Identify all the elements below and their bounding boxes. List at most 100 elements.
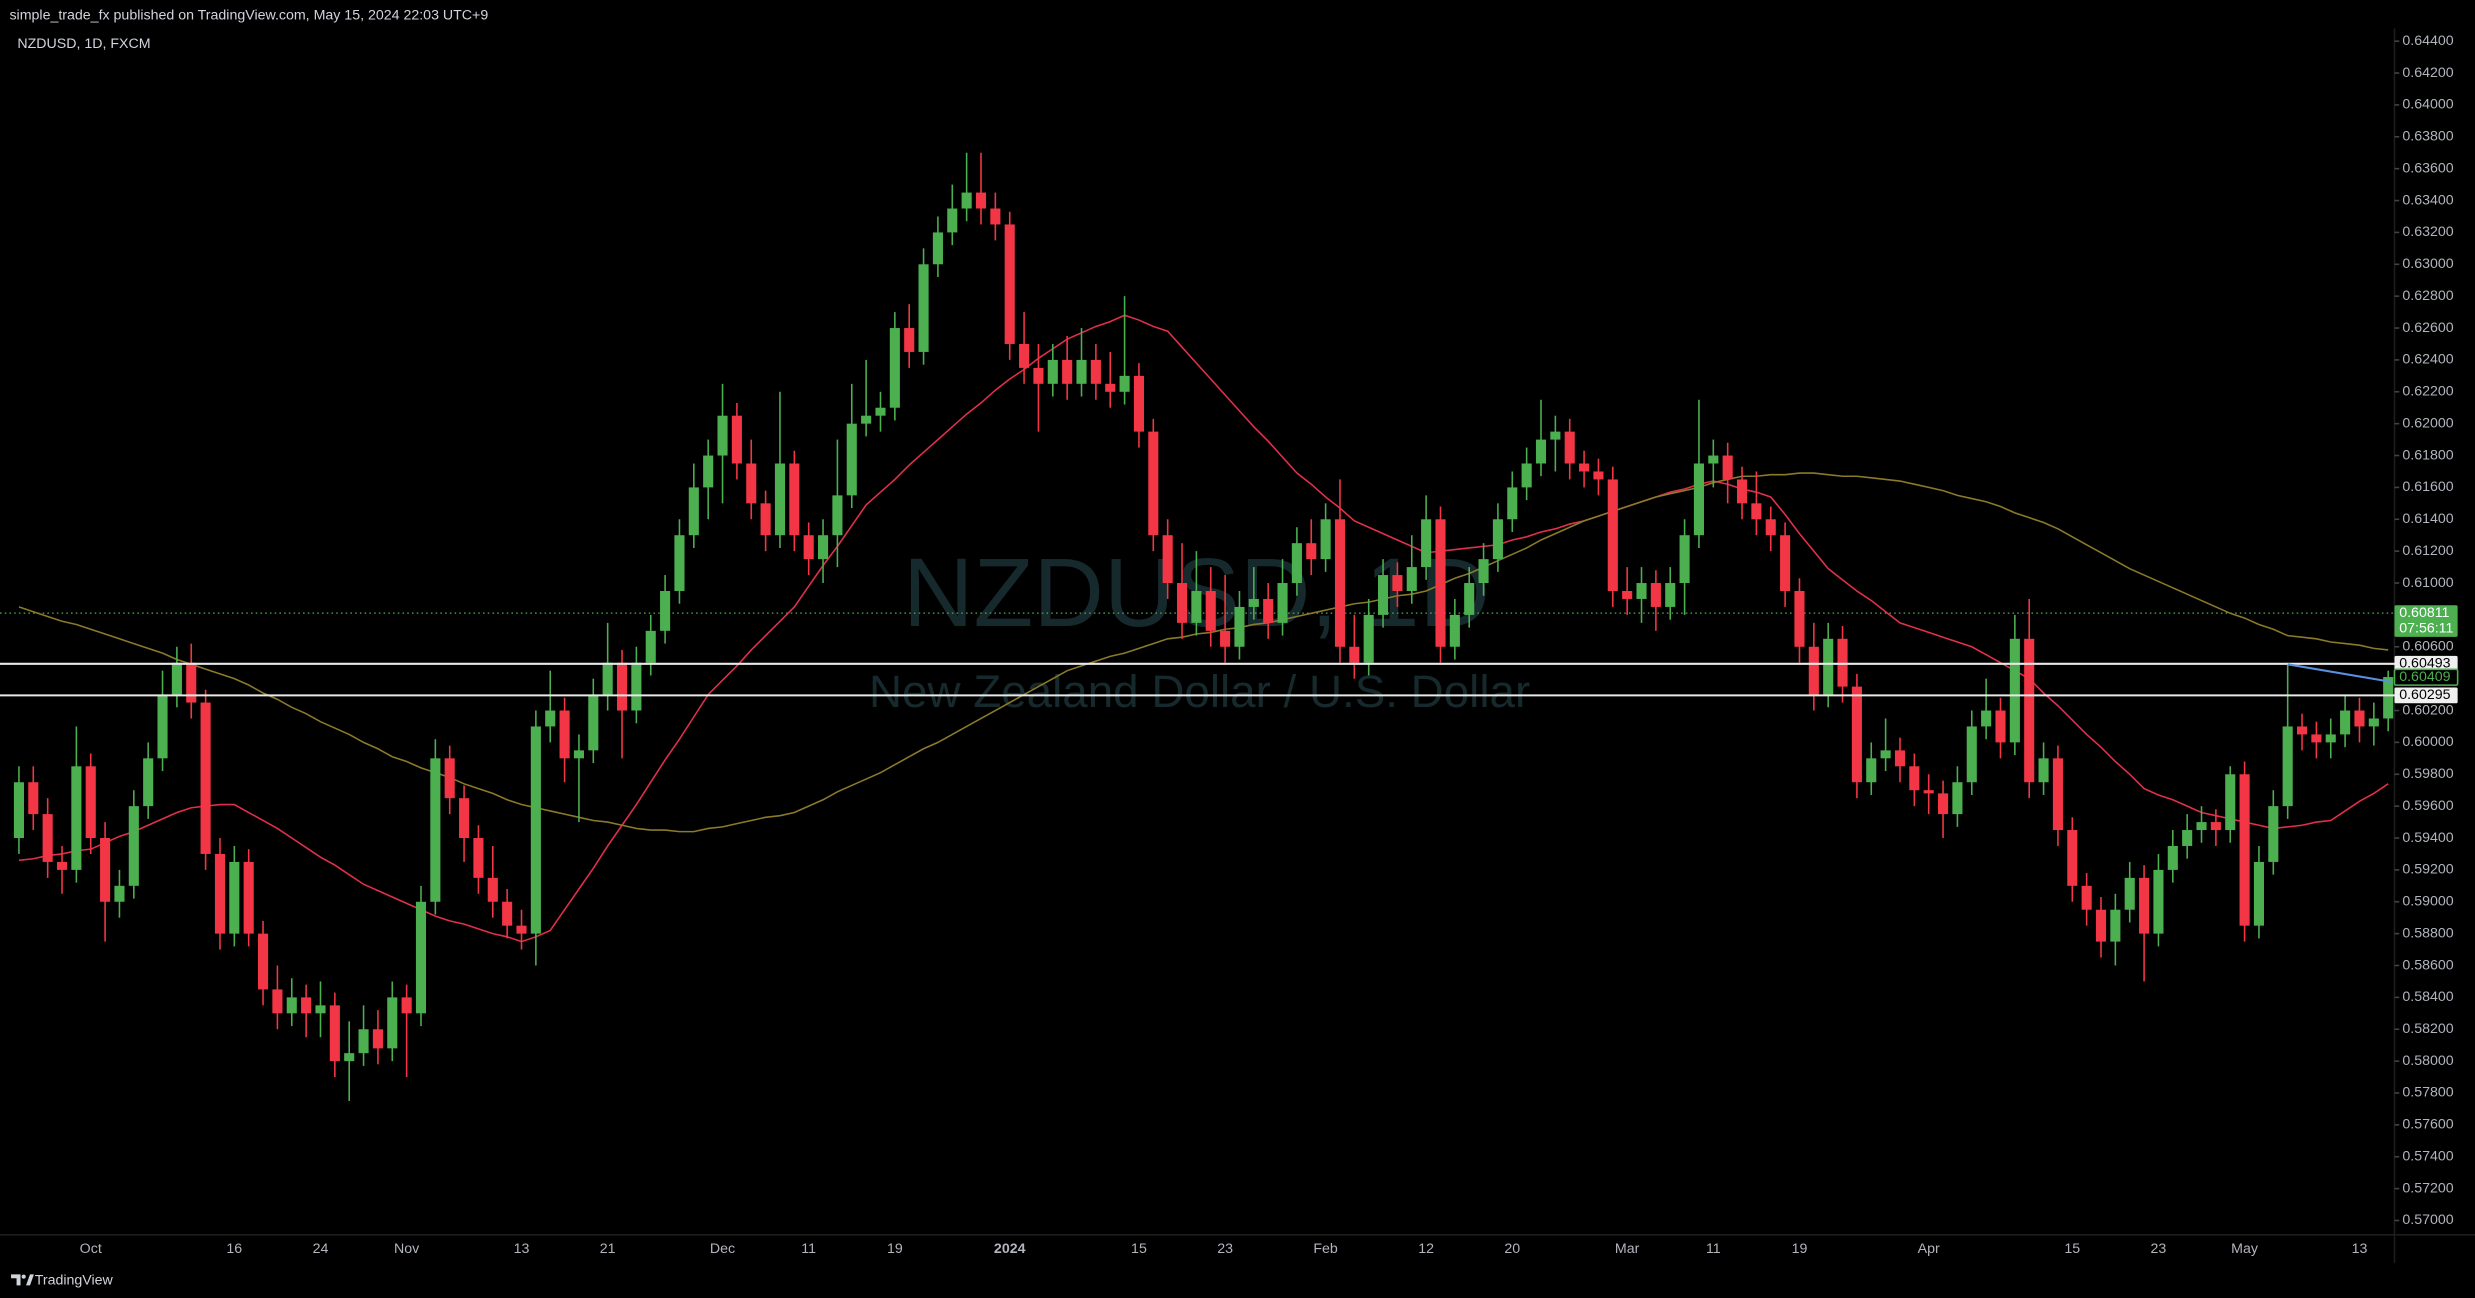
candle-body — [1263, 598, 1274, 623]
candle-body — [1665, 583, 1676, 607]
y-tick-label: 0.64400 — [2402, 33, 2453, 49]
candle-body — [530, 726, 541, 934]
candle-body — [1923, 790, 1934, 794]
candle-body — [1449, 614, 1460, 647]
y-tick-label: 0.61200 — [2402, 543, 2453, 559]
candle-body — [315, 1005, 326, 1014]
x-tick-label: 13 — [2352, 1241, 2368, 1257]
moving-average — [18, 472, 2389, 833]
header-text: simple_trade_fx published on TradingView… — [9, 8, 488, 24]
symbol-info: NZDUSD, 1D, FXCM — [17, 36, 150, 52]
y-tick-label: 0.59000 — [2402, 894, 2453, 910]
candle-body — [1033, 367, 1044, 384]
candle-body — [1176, 583, 1188, 623]
candle-body — [1995, 710, 2006, 743]
candle-body — [703, 455, 714, 488]
y-tick-label: 0.57200 — [2402, 1180, 2453, 1196]
x-tick-label: 2024 — [994, 1241, 1026, 1257]
level-label: 0.60295 — [2399, 687, 2450, 703]
candle-body — [56, 861, 68, 870]
candle-body — [1004, 224, 1015, 344]
candle-body — [918, 264, 929, 352]
logo-slash — [26, 1274, 34, 1286]
candle-body — [961, 192, 972, 209]
candle-body — [2095, 909, 2107, 942]
x-tick-label: 11 — [801, 1241, 816, 1257]
y-tick-label: 0.59400 — [2402, 830, 2453, 846]
candle-body — [2340, 710, 2351, 735]
candle-body — [1392, 575, 1403, 591]
candle-body — [774, 463, 786, 536]
candle-body — [975, 192, 987, 209]
candle-body — [1105, 383, 1116, 392]
x-tick-label: 12 — [1418, 1241, 1434, 1257]
candle-body — [1320, 519, 1331, 560]
x-tick-label: 20 — [1504, 1241, 1520, 1257]
y-tick-label: 0.60600 — [2402, 639, 2453, 655]
candle-body — [2268, 806, 2279, 862]
candle-body — [1248, 598, 1259, 607]
candle-body — [2139, 877, 2150, 934]
candle-body — [415, 901, 427, 1014]
candle-body — [71, 766, 82, 870]
y-tick-label: 0.63400 — [2402, 192, 2453, 208]
candle-body — [2052, 758, 2063, 831]
candle-body — [1464, 583, 1475, 615]
y-tick-label: 0.63800 — [2402, 129, 2453, 145]
price-line-box — [2394, 605, 2458, 637]
x-tick-label: 13 — [514, 1241, 530, 1257]
candle-body — [674, 535, 685, 591]
price-line-countdown: 07:56:11 — [2399, 621, 2453, 637]
candle-body — [85, 766, 96, 839]
y-tick-label: 0.58000 — [2402, 1053, 2453, 1069]
candle-body — [2383, 677, 2394, 719]
candle-body — [1191, 590, 1202, 623]
x-tick-label: 15 — [2064, 1241, 2080, 1257]
y-tick-label: 0.63000 — [2402, 256, 2453, 272]
y-tick-label: 0.59200 — [2402, 862, 2453, 878]
x-tick-label: Feb — [1313, 1241, 1338, 1257]
candle-body — [1306, 543, 1317, 560]
candle-body — [473, 838, 484, 878]
candle-body — [846, 423, 857, 496]
x-tick-label: 23 — [1217, 1241, 1233, 1257]
candle-body — [2182, 830, 2193, 846]
candle-body — [1981, 710, 1992, 727]
footer-bar — [0, 1263, 2475, 1298]
x-tick-label: 11 — [1706, 1241, 1721, 1257]
candle-body — [1076, 359, 1087, 384]
candle-body — [1363, 614, 1374, 663]
candle-body — [157, 694, 168, 759]
candle-body — [1507, 487, 1518, 520]
candle-body — [1090, 359, 1101, 384]
candle-body — [1550, 431, 1561, 440]
y-tick-label: 0.60200 — [2402, 702, 2453, 718]
candle-body — [1535, 439, 1547, 464]
candle-body — [2253, 861, 2265, 926]
candle-body — [2354, 710, 2365, 727]
candle-body — [573, 750, 584, 759]
x-tick-label: 19 — [1792, 1241, 1808, 1257]
candle-body — [688, 487, 699, 536]
watermark-subtitle: New Zealand Dollar / U.S. Dollar — [869, 666, 1530, 717]
x-tick-label: May — [2231, 1241, 2259, 1257]
candle-body — [1693, 463, 1705, 536]
header-bar — [0, 0, 2475, 29]
candle-body — [731, 415, 742, 464]
y-tick-label: 0.61600 — [2402, 479, 2453, 495]
candle-body — [1866, 758, 1877, 783]
candle-body — [243, 861, 254, 934]
candle-body — [545, 710, 556, 727]
candle-body — [372, 1029, 383, 1049]
candle-body — [1794, 590, 1805, 647]
candle-body — [1966, 726, 1977, 783]
candle-body — [2038, 758, 2049, 783]
candle-body — [1636, 583, 1647, 599]
candle-body — [832, 495, 843, 536]
candle-body — [1334, 519, 1346, 647]
y-tick-label: 0.59600 — [2402, 798, 2453, 814]
y-tick-label: 0.64000 — [2402, 97, 2453, 113]
candle-body — [301, 997, 312, 1014]
